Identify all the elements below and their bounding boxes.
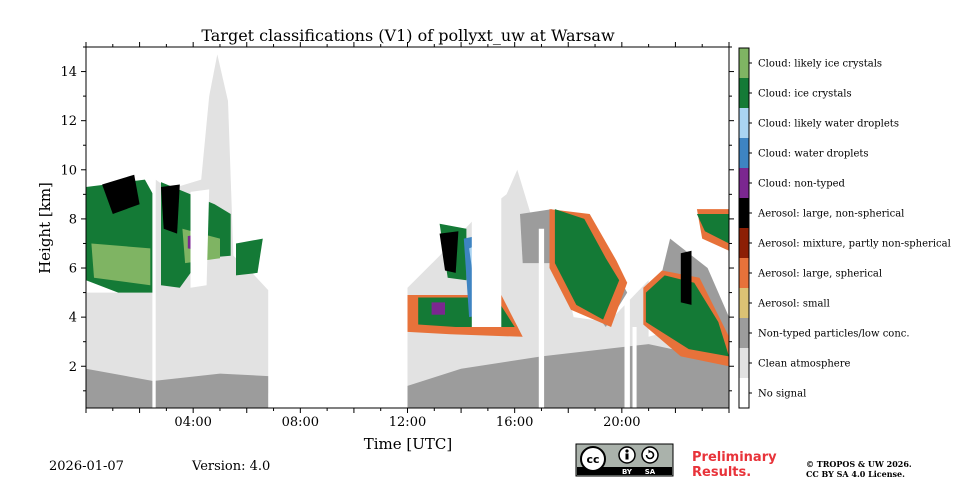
cc-license-badge: cc BY SA [575,443,674,477]
x-tick-label: 16:00 [496,415,533,430]
cc-symbol: cc [586,453,599,466]
heatmap-region-aerosol-large-non-spherical [439,231,459,273]
cc-icon [580,446,606,472]
legend-label-aerosol-large-spherical: Aerosol: large, spherical [757,269,882,280]
cc-by-label: BY [622,468,633,476]
heatmap-region-non-typed-particles-low-conc [86,368,269,408]
heatmap-region-no-signal [538,228,545,408]
preliminary-label-line2: Results. [692,465,751,480]
legend-swatch-cloud-ice-crystals [739,78,749,108]
x-tick-label: 20:00 [603,415,640,430]
heatmap-region-aerosol-large-non-spherical [680,250,692,305]
legend-label-no-signal: No signal [758,389,806,400]
legend-swatch-cloud-likely-water-droplets [739,108,749,138]
legend-label-cloud-likely-ice-crystals: Cloud: likely ice crystals [758,59,882,70]
heatmap-region-cloud-ice-crystals [554,209,620,320]
x-tick-label: 12:00 [389,415,426,430]
x-tick-label: 08:00 [282,415,319,430]
heatmap-region-no-signal [624,299,630,408]
y-tick-label: 8 [69,212,77,227]
y-axis: 2 4 6 8 10 12 14 [60,46,734,392]
legend-label-aerosol-small: Aerosol: small [757,299,830,310]
legend-label-aerosol-large-non-spherical: Aerosol: large, non-spherical [757,209,904,220]
legend-swatch-aerosol-large-spherical [739,258,749,288]
footer: 2026-01-07 Version: 4.0 cc BY SA Prelimi… [49,443,912,480]
legend-label-cloud-non-typed: Cloud: non-typed [758,179,846,190]
heatmap-region-aerosol-large-non-spherical [102,174,140,214]
y-tick-label: 10 [60,163,77,178]
legend-swatch-cloud-likely-ice-crystals [739,48,749,78]
heatmap-layer [86,47,729,408]
legend-swatch-cloud-non-typed [739,168,749,198]
heatmap-region-non-typed-particles-low-conc [407,344,729,408]
heatmap-region-no-signal [190,189,210,288]
heatmap-region-no-signal [152,47,156,408]
preliminary-label-line1: Preliminary [692,450,777,465]
heatmap-region-cloud-ice-crystals [236,238,263,276]
y-tick-label: 4 [69,311,77,326]
heatmap-region-cloud-likely-ice-crystals [91,243,151,286]
copyright-line1: © TROPOS & UW 2026. [806,459,912,469]
legend-swatch-aerosol-large-non-spherical [739,198,749,228]
heatmap-region-non-typed-particles-low-conc [520,209,555,264]
heatmap-region-aerosol-large-non-spherical [161,184,180,234]
y-tick-label: 6 [69,262,77,277]
legend: Cloud: likely ice crystals Cloud: ice cry… [738,47,951,409]
legend-label-cloud-likely-water-droplets: Cloud: likely water droplets [758,119,899,130]
x-axis-label: Time [UTC] [364,435,453,453]
legend-swatch-clean-atmosphere [739,348,749,378]
legend-label-non-typed-particles-low-conc: Non-typed particles/low conc. [758,329,910,340]
x-tick-label: 04:00 [174,415,211,430]
y-tick-label: 14 [60,65,77,80]
y-axis-label: Height [km] [36,182,54,274]
heatmap-region-cloud-ice-crystals [696,214,729,244]
heatmap-region-no-signal [632,327,637,408]
legend-label-cloud-water-droplets: Cloud: water droplets [758,149,869,160]
legend-swatch-aerosol-small [739,288,749,318]
sa-share-icon [641,446,659,464]
legend-swatch-no-signal [739,378,749,408]
heatmap-region-cloud-ice-crystals [645,275,729,357]
legend-label-clean-atmosphere: Clean atmosphere [758,359,851,370]
legend-frame [738,47,750,409]
footer-date: 2026-01-07 [49,459,124,474]
cc-sa-label: SA [645,468,656,476]
footer-version: Version: 4.0 [191,459,270,474]
y-tick-label: 12 [60,114,77,129]
legend-swatch-non-typed-particles-low-conc [739,318,749,348]
heatmap-region-cloud-non-typed [431,302,445,315]
legend-label-aerosol-mixture-partly-non-spherical: Aerosol: mixture, partly non-spherical [757,239,951,250]
copyright-line2: CC BY SA 4.0 License. [806,469,905,479]
x-axis: 04:00 08:00 12:00 16:00 20:00 [85,42,730,430]
y-tick-label: 2 [69,360,77,375]
heatmap-region-no-signal [471,157,502,327]
chart-title: Target classifications (V1) of pollyxt_u… [201,26,615,45]
legend-swatch-aerosol-mixture-partly-non-spherical [739,228,749,258]
legend-swatch-cloud-water-droplets [739,138,749,168]
legend-label-cloud-ice-crystals: Cloud: ice crystals [758,89,852,100]
